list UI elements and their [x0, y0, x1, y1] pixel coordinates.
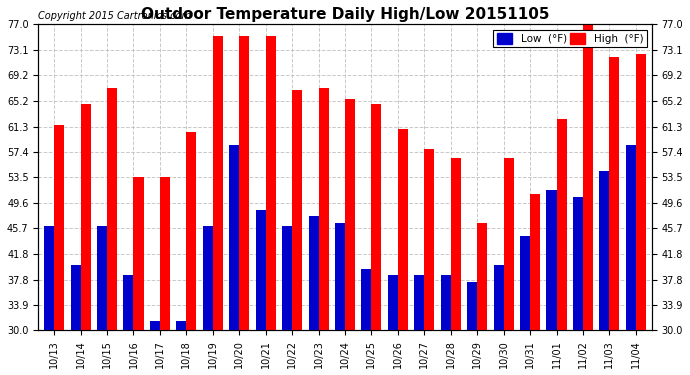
Bar — [70, 265, 81, 330]
Bar — [451, 158, 461, 330]
Bar — [292, 90, 302, 330]
Bar — [255, 210, 266, 330]
Bar — [388, 275, 398, 330]
Bar — [398, 129, 408, 330]
Bar — [124, 275, 133, 330]
Bar — [636, 54, 646, 330]
Bar — [362, 268, 371, 330]
Bar — [371, 104, 382, 330]
Bar — [626, 145, 636, 330]
Bar — [266, 36, 276, 330]
Bar — [424, 149, 435, 330]
Bar — [133, 177, 144, 330]
Bar — [414, 275, 424, 330]
Bar — [213, 36, 223, 330]
Bar — [81, 104, 90, 330]
Bar — [186, 132, 197, 330]
Title: Outdoor Temperature Daily High/Low 20151105: Outdoor Temperature Daily High/Low 20151… — [141, 7, 549, 22]
Bar — [107, 88, 117, 330]
Text: Copyright 2015 Cartronics.com: Copyright 2015 Cartronics.com — [38, 12, 191, 21]
Bar — [160, 177, 170, 330]
Bar — [557, 119, 566, 330]
Bar — [441, 275, 451, 330]
Bar — [282, 226, 292, 330]
Bar — [97, 226, 107, 330]
Bar — [308, 216, 319, 330]
Bar — [530, 194, 540, 330]
Bar — [520, 236, 530, 330]
Bar — [467, 282, 477, 330]
Bar — [150, 321, 160, 330]
Bar — [203, 226, 213, 330]
Bar — [345, 99, 355, 330]
Bar — [54, 125, 64, 330]
Bar — [229, 145, 239, 330]
Bar — [335, 223, 345, 330]
Bar — [239, 36, 249, 330]
Bar — [44, 226, 54, 330]
Bar — [477, 223, 487, 330]
Bar — [504, 158, 513, 330]
Bar — [573, 197, 583, 330]
Bar — [319, 88, 328, 330]
Bar — [609, 57, 620, 330]
Bar — [177, 321, 186, 330]
Bar — [583, 24, 593, 330]
Legend: Low  (°F), High  (°F): Low (°F), High (°F) — [493, 30, 647, 47]
Bar — [546, 190, 557, 330]
Bar — [493, 265, 504, 330]
Bar — [600, 171, 609, 330]
